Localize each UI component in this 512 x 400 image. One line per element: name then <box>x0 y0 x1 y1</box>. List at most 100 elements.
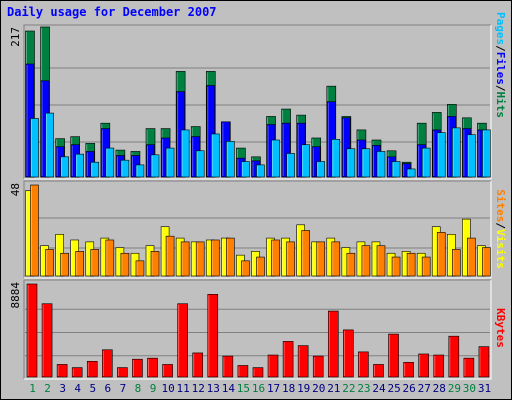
kbytes-bar <box>237 365 249 378</box>
day-label: 8 <box>135 382 142 395</box>
kbytes-bar <box>252 367 264 378</box>
pages-bar <box>120 159 130 178</box>
kbytes-bar <box>463 357 475 378</box>
sites-bar <box>105 239 115 277</box>
pages-bar <box>30 118 39 178</box>
day-label: 11 <box>177 382 190 395</box>
day-label: 7 <box>120 382 127 395</box>
kbytes-bar <box>207 294 219 378</box>
sites-bar <box>286 241 295 277</box>
kbytes-bar <box>312 355 324 378</box>
sites-bar <box>60 252 69 277</box>
legend-separator: / <box>494 222 507 229</box>
kbytes-bar <box>403 362 414 378</box>
day-label: 31 <box>478 382 491 395</box>
pages-bar <box>482 129 491 178</box>
day-label: 10 <box>161 382 174 395</box>
pages-bar <box>391 161 401 178</box>
day-label: 9 <box>150 382 157 395</box>
sites-bar <box>436 232 446 277</box>
pages-bar <box>180 129 190 178</box>
kbytes-bar <box>327 310 339 378</box>
sites-bar <box>256 256 265 277</box>
day-label: 3 <box>59 382 66 395</box>
kbytes-bar <box>358 351 369 378</box>
kbytes-bar <box>418 353 429 378</box>
kbytes-bar <box>86 360 98 378</box>
legend-hits: Hits <box>494 92 507 119</box>
legend-kbytes: KBytes <box>494 308 507 348</box>
day-label: 29 <box>448 382 461 395</box>
pages-bar <box>346 148 356 178</box>
sites-bar <box>376 245 386 277</box>
sites-bar <box>361 245 371 277</box>
sites-bar <box>195 241 205 277</box>
kbytes-bar <box>102 349 113 378</box>
pages-bar <box>45 112 54 178</box>
kbytes-bar <box>177 303 188 378</box>
day-label: 27 <box>418 382 431 395</box>
pages-bar <box>135 164 145 178</box>
day-label: 14 <box>222 382 236 395</box>
pages-bar <box>195 150 205 178</box>
day-label: 19 <box>297 382 310 395</box>
sites-bar <box>226 237 235 277</box>
sites-bar <box>135 260 145 277</box>
legend-separator: / <box>494 45 507 52</box>
sites-bar <box>421 256 431 277</box>
pages-bar <box>241 161 250 178</box>
legend-separator: / <box>494 85 507 92</box>
kbytes-bar <box>147 357 158 378</box>
sites-bar <box>30 184 39 277</box>
sites-bar <box>45 249 54 277</box>
day-label: 30 <box>463 382 476 395</box>
pages-bar <box>105 147 115 178</box>
legend-visits-sites: Sites/Visits <box>494 189 507 269</box>
day-label: 28 <box>433 382 446 395</box>
day-label: 18 <box>282 382 295 395</box>
day-label: 25 <box>387 382 400 395</box>
day-label: 13 <box>207 382 220 395</box>
day-label: 6 <box>105 382 112 395</box>
kbytes-bar <box>192 352 204 378</box>
pages-bar <box>226 141 235 178</box>
day-label: 2 <box>44 382 51 395</box>
kbytes-bar <box>478 346 490 378</box>
pages-bar <box>301 144 310 178</box>
pages-bar <box>150 154 160 178</box>
day-label: 23 <box>357 382 370 395</box>
sites-bar <box>301 230 310 277</box>
sites-bar <box>482 247 491 277</box>
files-bar <box>206 85 216 178</box>
sites-bar <box>90 249 100 277</box>
day-label: 26 <box>403 382 416 395</box>
pages-bar <box>421 147 431 178</box>
pages-bar <box>376 151 386 178</box>
kbytes-bar <box>222 355 234 378</box>
sites-bar <box>316 241 326 277</box>
sites-bar <box>452 249 461 277</box>
legend-pages: Pages <box>494 12 507 45</box>
pages-bar <box>467 134 476 178</box>
chart-title: Daily usage for December 2007 <box>7 5 217 19</box>
kbytes-bar <box>297 345 309 378</box>
pages-bar <box>210 133 220 178</box>
kbytes-bar <box>373 364 384 378</box>
pages-bar <box>286 153 295 178</box>
kbytes-bar <box>71 367 83 378</box>
legend-visits: Visits <box>494 229 507 269</box>
pages-bar <box>75 153 84 178</box>
sites-bar <box>241 260 250 277</box>
kbytes-bar <box>267 354 279 378</box>
pages-bar <box>60 156 69 178</box>
kbytes-bar <box>56 364 68 378</box>
sites-bar <box>467 237 476 277</box>
hits-axis-max-label: 217 <box>9 27 22 47</box>
legend-files: Files <box>494 52 507 85</box>
day-label: 20 <box>312 382 325 395</box>
day-label: 22 <box>342 382 355 395</box>
sites-bar <box>406 252 416 277</box>
kbytes-bar <box>448 335 460 378</box>
